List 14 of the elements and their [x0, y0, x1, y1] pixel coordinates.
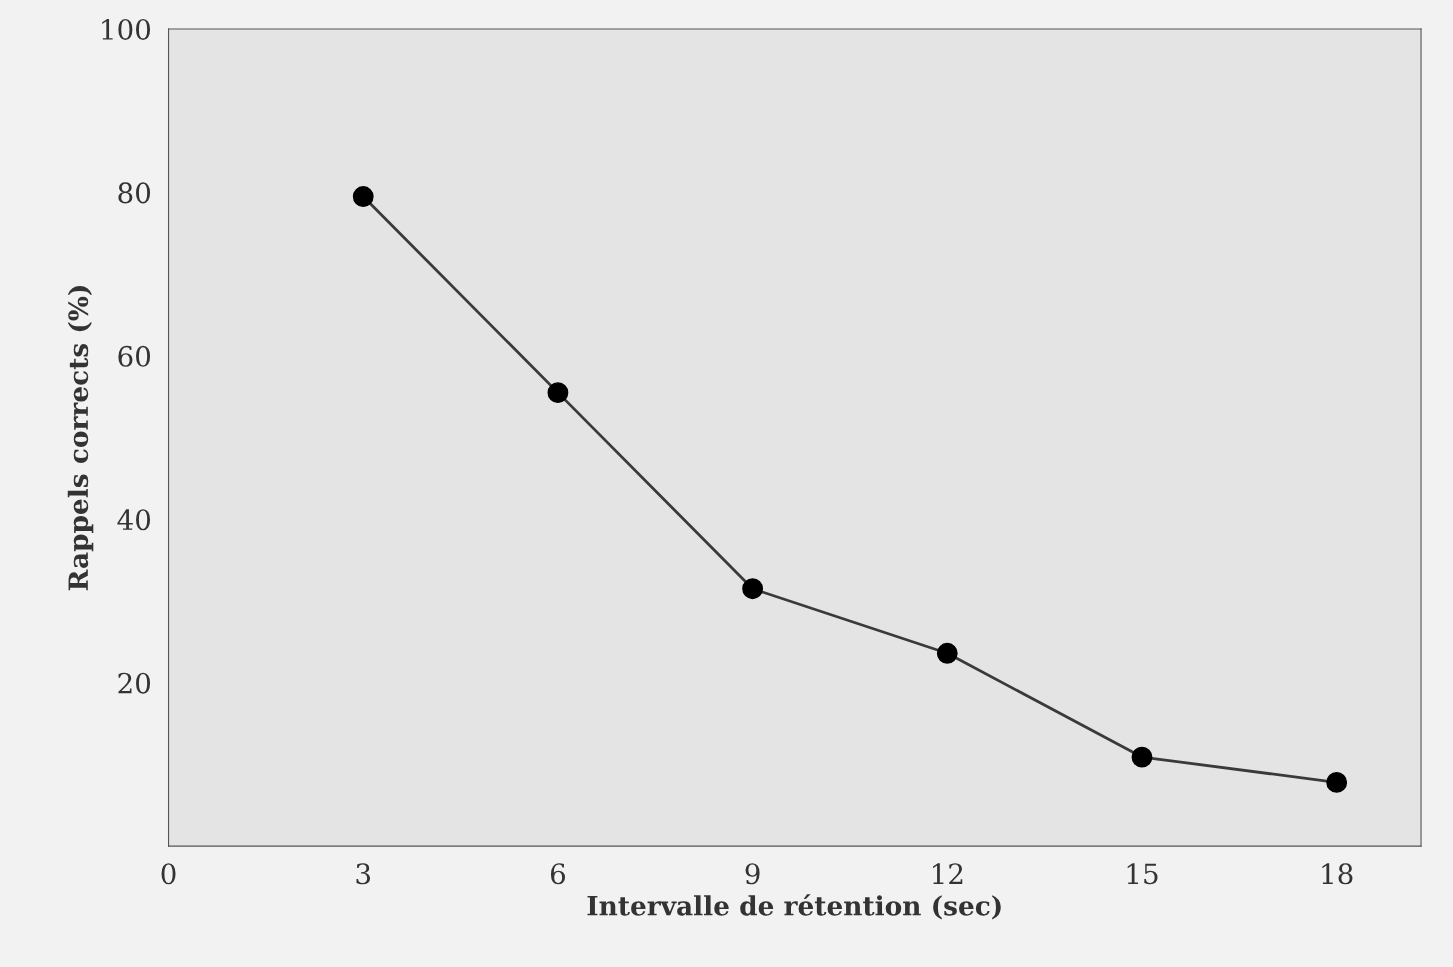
y-tick-label: 40 — [117, 509, 151, 531]
y-tick-label: 100 — [102, 18, 151, 40]
y-tick-label: 80 — [118, 182, 151, 204]
x-tick-label: 3 — [356, 863, 371, 885]
x-axis-title: Intervalle de rétention (sec) — [587, 894, 1001, 920]
x-tick-label: 18 — [1322, 863, 1353, 885]
x-tick-label: 12 — [933, 863, 963, 884]
y-axis-title: Rappels corrects (%) — [67, 286, 94, 591]
y-tick-label: 20 — [118, 672, 151, 694]
y-tick-label: 60 — [118, 345, 151, 367]
x-tick-label: 0 — [161, 863, 176, 885]
x-tick-label: 15 — [1127, 863, 1158, 885]
x-tick-label: 6 — [550, 863, 566, 885]
x-tick-label: 9 — [745, 863, 760, 885]
